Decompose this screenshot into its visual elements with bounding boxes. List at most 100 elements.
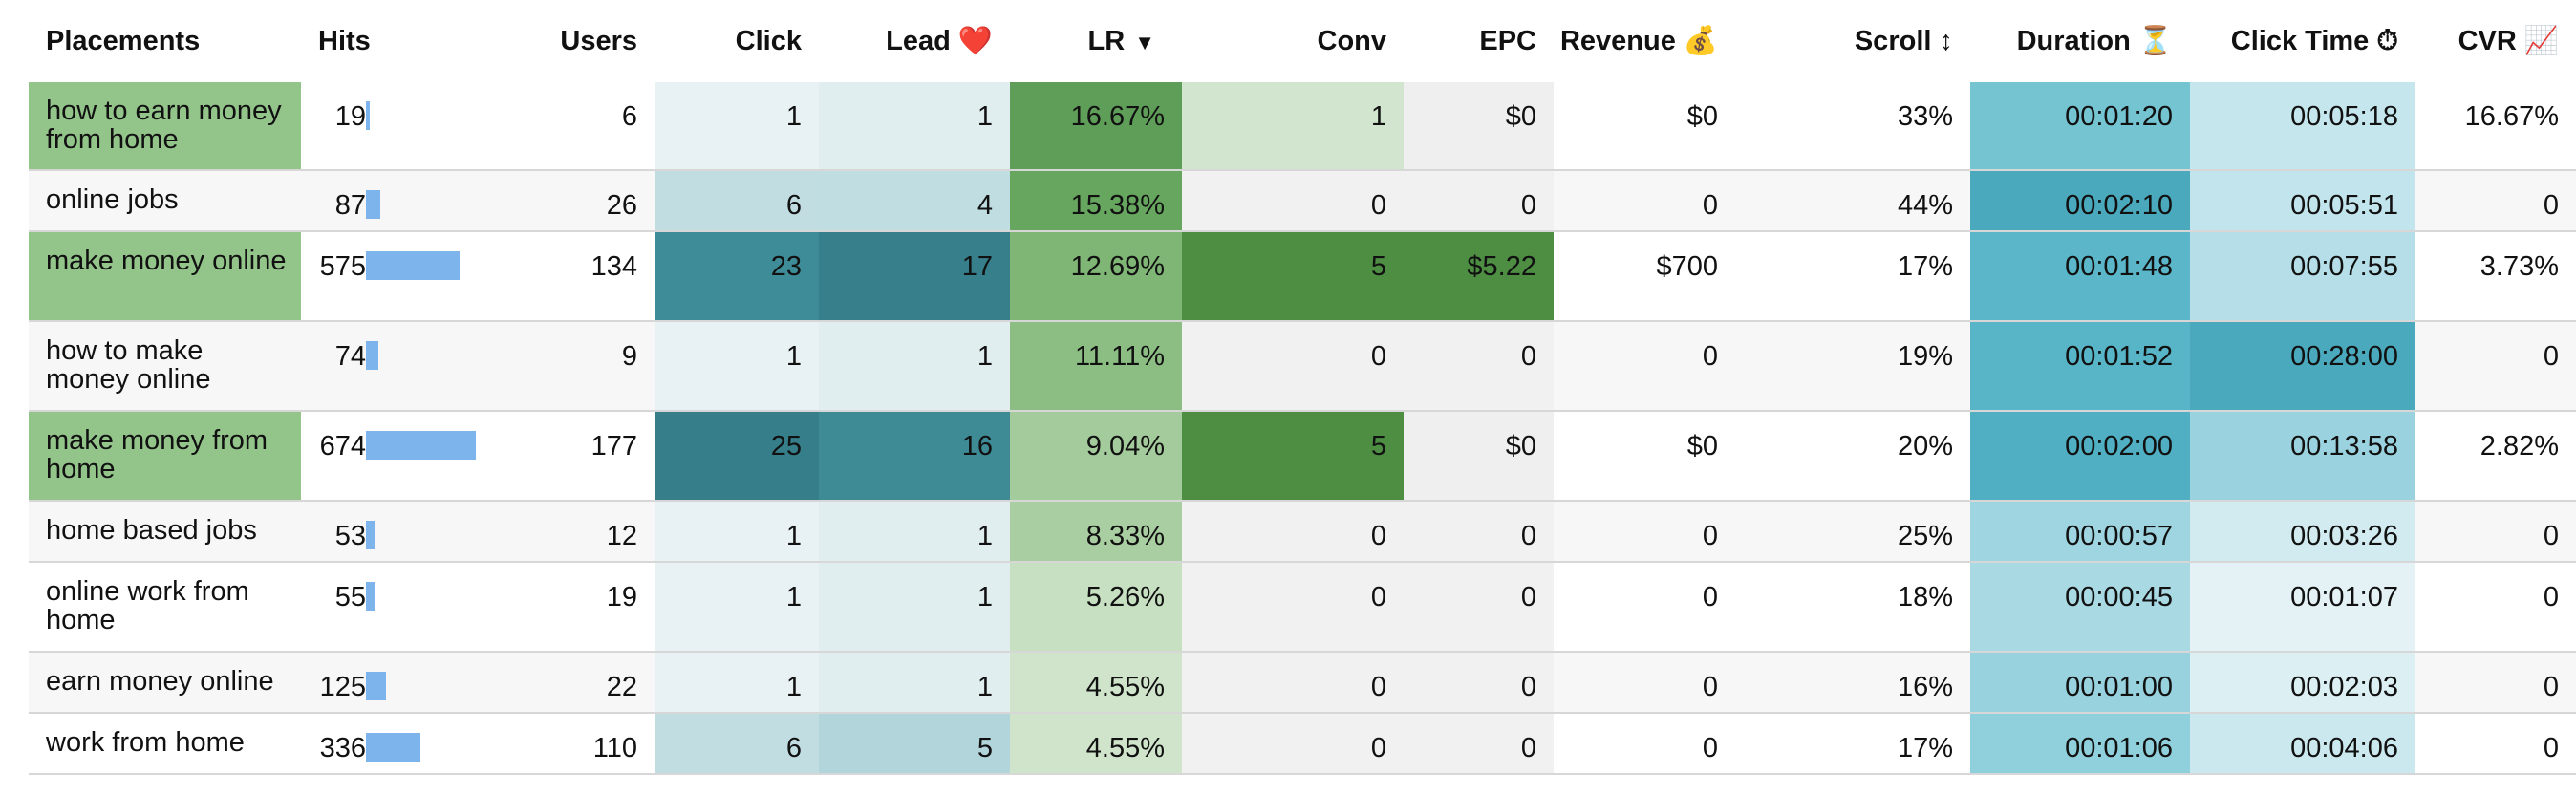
column-header-placements[interactable]: Placements <box>29 0 301 82</box>
placement-cell: home based jobs <box>29 501 301 563</box>
cvr-cell: 0 <box>2415 321 2576 412</box>
scroll-cell: 20% <box>1770 411 1970 502</box>
table-body: how to earn money from home 19 6 1 1 16.67% 1 $… <box>0 82 2576 775</box>
cvr-cell: 0 <box>2415 170 2576 232</box>
duration-cell: 00:01:00 <box>1970 652 2190 714</box>
click-cell: 1 <box>655 321 819 412</box>
lr-cell: 8.33% <box>1010 501 1182 563</box>
conv-cell: 5 <box>1182 231 1404 322</box>
column-header-lr[interactable]: LR ▼ <box>1010 0 1182 82</box>
duration-cell: 00:01:20 <box>1970 82 2190 171</box>
column-header-duration[interactable]: Duration ⏳ <box>1970 0 2190 82</box>
column-header-click-time[interactable]: Click Time ⏱ <box>2190 0 2415 82</box>
revenue-cell: $0 <box>1554 411 1770 502</box>
column-header-lead[interactable]: Lead ❤️ <box>819 0 1010 82</box>
click-time-cell: 00:03:26 <box>2190 501 2415 563</box>
cvr-cell: 0 <box>2415 713 2576 775</box>
column-header-click[interactable]: Click <box>655 0 819 82</box>
hits-bar <box>366 251 460 280</box>
table-row: work from home 336 110 6 5 4.55% 0 0 0 17% 00:01:0… <box>0 713 2576 775</box>
epc-cell: 0 <box>1404 652 1554 714</box>
table-row: home based jobs 53 12 1 1 8.33% 0 0 0 25% 00:00:57… <box>0 501 2576 563</box>
row-gutter <box>0 652 29 713</box>
click-cell: 1 <box>655 82 819 171</box>
hits-cell: 575 <box>301 231 540 322</box>
click-cell: 1 <box>655 501 819 563</box>
duration-cell: 00:01:06 <box>1970 713 2190 775</box>
header-row: Placements Hits Users Click Lead ❤️ LR ▼ … <box>0 0 2576 82</box>
users-cell: 6 <box>540 82 655 171</box>
duration-cell: 00:01:48 <box>1970 231 2190 322</box>
hits-bar <box>366 733 420 762</box>
click-time-cell: 00:05:51 <box>2190 170 2415 232</box>
table-row: make money from home 674 177 25 16 9.04% 5 $0 $0… <box>0 411 2576 502</box>
lr-cell: 4.55% <box>1010 713 1182 775</box>
lead-cell: 17 <box>819 231 1010 322</box>
placements-report-table: Placements Hits Users Click Lead ❤️ LR ▼ … <box>0 0 2576 775</box>
duration-cell: 00:01:52 <box>1970 321 2190 412</box>
conv-cell: 0 <box>1182 321 1404 412</box>
users-cell: 134 <box>540 231 655 322</box>
lr-cell: 15.38% <box>1010 170 1182 232</box>
sort-descending-icon[interactable]: ▼ <box>1134 30 1155 54</box>
hits-value: 575 <box>319 251 366 282</box>
row-gutter <box>0 411 29 501</box>
revenue-cell: $700 <box>1554 231 1770 322</box>
users-cell: 12 <box>540 501 655 563</box>
hits-bar <box>366 190 380 219</box>
column-header-users[interactable]: Users <box>540 0 655 82</box>
column-header-scroll[interactable]: Scroll ↕ <box>1770 0 1970 82</box>
table-row: online work from home 55 19 1 1 5.26% 0 0 0 18% 00… <box>0 562 2576 653</box>
lr-cell: 11.11% <box>1010 321 1182 412</box>
hits-cell: 55 <box>301 562 540 653</box>
duration-cell: 00:02:00 <box>1970 411 2190 502</box>
lead-cell: 16 <box>819 411 1010 502</box>
revenue-cell: 0 <box>1554 562 1770 653</box>
scroll-cell: 18% <box>1770 562 1970 653</box>
row-gutter <box>0 170 29 231</box>
click-time-cell: 00:01:07 <box>2190 562 2415 653</box>
revenue-cell: 0 <box>1554 501 1770 563</box>
duration-cell: 00:00:57 <box>1970 501 2190 563</box>
placement-cell: earn money online <box>29 652 301 714</box>
column-header-revenue[interactable]: Revenue 💰 <box>1554 0 1770 82</box>
conv-cell: 1 <box>1182 82 1404 171</box>
hits-bar <box>366 341 378 370</box>
hits-value: 55 <box>334 582 366 612</box>
cvr-cell: 3.73% <box>2415 231 2576 322</box>
left-gutter <box>0 0 29 82</box>
hits-bar <box>366 101 370 130</box>
placement-cell: make money from home <box>29 411 301 502</box>
lr-cell: 4.55% <box>1010 652 1182 714</box>
hits-cell: 336 <box>301 713 540 775</box>
row-gutter <box>0 501 29 562</box>
placement-cell: work from home <box>29 713 301 775</box>
revenue-cell: 0 <box>1554 170 1770 232</box>
scroll-cell: 19% <box>1770 321 1970 412</box>
hits-bar <box>366 672 386 700</box>
column-header-conv[interactable]: Conv <box>1182 0 1404 82</box>
users-cell: 110 <box>540 713 655 775</box>
column-header-hits[interactable]: Hits <box>301 0 540 82</box>
lead-cell: 4 <box>819 170 1010 232</box>
cvr-cell: 0 <box>2415 652 2576 714</box>
hits-value: 336 <box>319 733 366 763</box>
table-row: online jobs 87 26 6 4 15.38% 0 0 0 44% 00:02:10 00:… <box>0 170 2576 232</box>
scroll-cell: 17% <box>1770 231 1970 322</box>
conv-cell: 0 <box>1182 713 1404 775</box>
epc-cell: 0 <box>1404 170 1554 232</box>
epc-cell: 0 <box>1404 713 1554 775</box>
click-time-cell: 00:02:03 <box>2190 652 2415 714</box>
hits-value: 674 <box>319 431 366 462</box>
column-header-cvr[interactable]: CVR 📈 <box>2415 0 2576 82</box>
click-time-cell: 00:05:18 <box>2190 82 2415 171</box>
epc-cell: 0 <box>1404 321 1554 412</box>
click-time-cell: 00:13:58 <box>2190 411 2415 502</box>
lr-cell: 5.26% <box>1010 562 1182 653</box>
lr-cell: 12.69% <box>1010 231 1182 322</box>
column-header-epc[interactable]: EPC <box>1404 0 1554 82</box>
conv-cell: 0 <box>1182 562 1404 653</box>
revenue-cell: 0 <box>1554 321 1770 412</box>
scroll-cell: 16% <box>1770 652 1970 714</box>
